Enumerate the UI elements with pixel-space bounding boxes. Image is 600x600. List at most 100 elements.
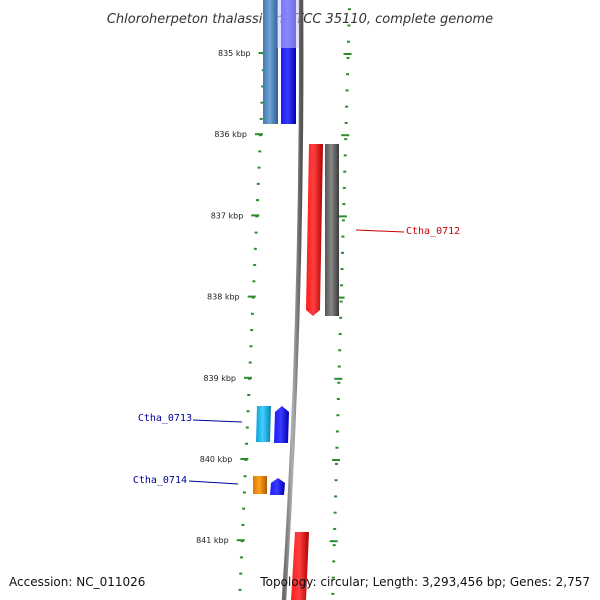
ruler-major-ticks: 835 kbp 836 kbp 837 kbp 838 kbp 839 kbp 840 k… — [196, 49, 352, 545]
genome-summary-text: Topology: circular; Length: 3,293,456 bp… — [260, 575, 590, 589]
ruler-major-tick — [258, 52, 267, 54]
ruler-minor-tick — [242, 507, 246, 510]
ruler-minor-tick — [343, 170, 347, 173]
ruler-minor-tick — [242, 491, 246, 494]
ruler-minor-tick — [338, 333, 342, 336]
ruler-minor-tick — [239, 556, 243, 559]
ruler-minor-tick — [347, 24, 351, 27]
ruler-minor-tick — [337, 381, 341, 384]
ruler-minor-tick — [332, 544, 336, 547]
ruler-minor-tick — [253, 247, 257, 250]
ruler-tick-label: 836 kbp — [214, 130, 247, 139]
ruler-minor-tick — [347, 8, 351, 11]
leader-ctha-0713 — [192, 419, 243, 423]
ruler-minor-tick — [250, 329, 254, 332]
ruler-minor-tick — [333, 527, 337, 530]
ruler-major-tick — [243, 376, 252, 379]
ruler-minor-tick — [342, 203, 346, 206]
ruler-major-tick — [236, 539, 245, 542]
ruler-minor-tick — [338, 349, 342, 352]
ruler-minor-tick — [238, 588, 242, 591]
ruler-minor-tick — [334, 495, 338, 498]
ruler-minor-tick — [331, 592, 335, 595]
ruler-minor-tick — [250, 312, 254, 315]
ruler-tick-label: 838 kbp — [207, 293, 240, 302]
cds-ctha-0712-reverse[interactable] — [306, 144, 323, 316]
ruler-minor-tick — [258, 150, 262, 153]
genome-backbone — [281, 0, 304, 600]
ruler-minor-tick — [346, 56, 350, 59]
ruler-major-tick — [247, 295, 256, 298]
ruler-minor-tick — [344, 138, 348, 141]
ruler-minor-tick — [333, 511, 337, 514]
cds-ctha-0713-forward[interactable] — [274, 406, 289, 443]
cds-835-highlight — [277, 0, 299, 48]
ruler-minor-tick — [334, 462, 338, 465]
ruler-minor-tick — [335, 430, 339, 433]
ruler-major-tick — [336, 296, 345, 299]
ruler-minor-tick — [337, 365, 341, 368]
ruler-minor-tick — [246, 410, 250, 413]
ruler-tick-label: 835 kbp — [218, 49, 251, 58]
ruler-minor-tick — [239, 572, 243, 575]
ruler-minor-tick — [335, 446, 339, 449]
cds-ctha-0714-forward[interactable] — [270, 478, 285, 495]
ruler-minor-tick — [346, 40, 350, 43]
ruler-major-tick — [240, 458, 249, 460]
ruler-tick-label: 840 kbp — [200, 455, 233, 464]
ruler-minor-tick — [345, 105, 349, 108]
ruler-minor-tick — [341, 235, 345, 238]
ruler-minor-tick — [256, 199, 260, 202]
ruler-minor-tick — [344, 121, 348, 124]
ruler-minor-tick — [336, 398, 340, 400]
ruler-major-tick — [251, 214, 260, 217]
ruler-minor-tick — [259, 117, 263, 120]
gene-label-ctha-0712[interactable]: Ctha_0712 — [406, 226, 460, 237]
ruler-minor-tick — [340, 268, 344, 271]
gene-835-forward[interactable] — [263, 0, 278, 124]
feature-track-reverse — [291, 144, 339, 600]
ruler-minor-tick — [241, 523, 245, 526]
gene-label-ctha-0713[interactable]: Ctha_0713 — [138, 413, 192, 424]
ruler-minor-tick — [253, 264, 257, 267]
ruler-minor-tick — [248, 361, 252, 364]
ruler-tick-label: 837 kbp — [211, 211, 244, 220]
gene-ctha-0713-forward[interactable] — [256, 406, 271, 442]
feature-track-forward — [253, 0, 299, 495]
leader-ctha-0714 — [188, 480, 239, 485]
ruler-major-tick — [254, 133, 263, 136]
ruler-minor-tick — [343, 154, 347, 157]
leader-ctha-0712 — [355, 229, 405, 233]
ruler-minor-tick — [332, 560, 336, 563]
ruler-ring-outer — [331, 8, 351, 595]
ruler-minor-tick — [346, 73, 350, 76]
ruler-major-tick — [338, 215, 347, 218]
ruler-minor-tick — [243, 475, 247, 478]
ruler-minor-tick — [257, 166, 261, 169]
ruler-minor-tick — [260, 101, 264, 104]
ruler-minor-tick — [245, 442, 249, 445]
ruler-major-tick — [329, 540, 338, 543]
ruler-minor-tick — [249, 345, 253, 348]
ruler-minor-tick — [331, 576, 335, 579]
ruler-minor-tick — [345, 89, 349, 92]
ruler-major-tick — [343, 53, 352, 55]
accession-text: Accession: NC_011026 — [9, 575, 146, 589]
ruler-minor-tick — [339, 300, 343, 303]
ruler-tick-label: 839 kbp — [203, 374, 236, 383]
ruler-minor-tick — [341, 219, 345, 222]
ruler-minor-tick — [340, 251, 344, 254]
ruler-minor-tick — [256, 182, 260, 185]
gene-ctha-0714-forward[interactable] — [253, 476, 267, 494]
ruler-minor-tick — [247, 394, 251, 396]
gene-label-ctha-0714[interactable]: Ctha_0714 — [133, 475, 187, 486]
cds-841-reverse[interactable] — [291, 532, 309, 600]
ruler-major-tick — [331, 459, 340, 461]
ruler-tick-label: 841 kbp — [196, 536, 229, 545]
ruler-minor-tick — [339, 316, 343, 319]
gene-ctha-0712-reverse[interactable] — [325, 144, 339, 316]
ruler-major-tick — [334, 377, 343, 380]
ruler-minor-tick — [252, 280, 256, 283]
ruler-minor-tick — [245, 426, 249, 429]
